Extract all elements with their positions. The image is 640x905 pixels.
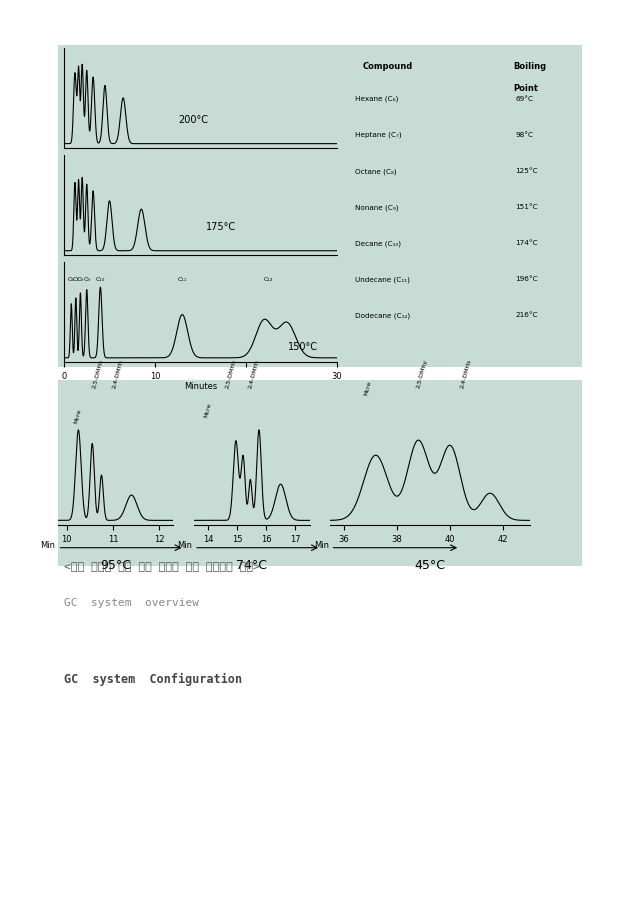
Text: Heptane (C₇): Heptane (C₇) [355, 132, 402, 138]
Text: Point: Point [513, 83, 538, 92]
Text: Mcre: Mcre [204, 402, 212, 418]
Text: Decane (C₁₀): Decane (C₁₀) [355, 240, 401, 246]
Text: C₁₀: C₁₀ [96, 277, 105, 282]
Text: 2,4-DMHs: 2,4-DMHs [111, 358, 124, 389]
Text: 175°C: 175°C [206, 222, 236, 232]
Text: Compound: Compound [362, 62, 412, 71]
Text: Hexane (C₆): Hexane (C₆) [355, 96, 399, 102]
Text: GC  system  Configuration: GC system Configuration [64, 673, 242, 686]
Text: 151°C: 151°C [515, 204, 538, 210]
Text: Mcre: Mcre [364, 381, 372, 396]
Text: Min: Min [177, 540, 192, 549]
Text: 196°C: 196°C [515, 276, 538, 282]
Text: C₉: C₉ [83, 277, 90, 282]
Text: 45°C: 45°C [415, 559, 445, 572]
Text: 2,5-DMHs: 2,5-DMHs [225, 358, 237, 389]
Text: Min: Min [314, 540, 330, 549]
Text: Nonane (C₉): Nonane (C₉) [355, 204, 399, 211]
X-axis label: Minutes: Minutes [184, 382, 217, 391]
Text: 2,5-DMHs: 2,5-DMHs [92, 358, 104, 389]
Text: Mcre: Mcre [74, 408, 83, 424]
Text: Octane (C₈): Octane (C₈) [355, 168, 397, 175]
Text: GC  system  overview: GC system overview [64, 598, 199, 608]
Text: 216°C: 216°C [515, 312, 538, 319]
Text: Boiling: Boiling [513, 62, 547, 71]
Text: <컬럼 온도와 길이 시간 설정에 따른 분리능의 변화>: <컬럼 온도와 길이 시간 설정에 따른 분리능의 변화> [64, 562, 260, 572]
Text: 150°C: 150°C [288, 342, 318, 352]
Text: C₈: C₈ [77, 277, 84, 282]
Text: 174°C: 174°C [515, 240, 538, 246]
Text: 125°C: 125°C [515, 168, 538, 174]
Text: Min: Min [40, 540, 55, 549]
Text: C₁₁: C₁₁ [177, 277, 187, 282]
Text: Undecane (C₁₁): Undecane (C₁₁) [355, 276, 410, 282]
Text: 74°C: 74°C [236, 559, 268, 572]
Text: 2,4-DMHs: 2,4-DMHs [460, 358, 472, 389]
Text: C₁₂: C₁₂ [264, 277, 273, 282]
Text: 95°C: 95°C [100, 559, 131, 572]
Text: 98°C: 98°C [515, 132, 534, 138]
Text: 200°C: 200°C [179, 115, 209, 125]
Text: 2,4-DMHs: 2,4-DMHs [248, 358, 260, 389]
Text: Dodecane (C₁₂): Dodecane (C₁₂) [355, 312, 410, 319]
Text: C₆: C₆ [68, 277, 75, 282]
Text: C₇: C₇ [72, 277, 79, 282]
Text: 2,5-DMhy: 2,5-DMhy [416, 358, 429, 389]
Text: 69°C: 69°C [515, 96, 534, 102]
